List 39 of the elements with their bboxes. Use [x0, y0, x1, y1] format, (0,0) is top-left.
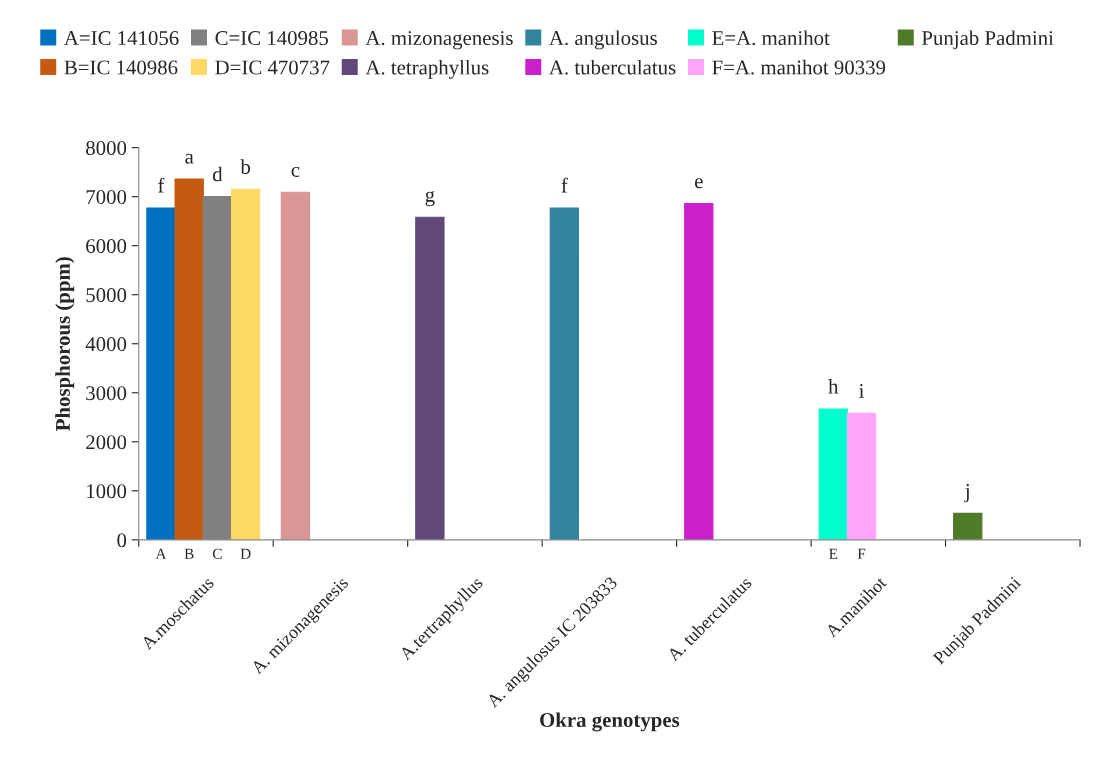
legend-label: D=IC 470737 [215, 60, 330, 75]
data-label: g [425, 190, 435, 207]
legend-label: C=IC 140985 [215, 31, 328, 46]
annotation: F [857, 548, 866, 559]
data-label: d [212, 166, 223, 182]
annotation: B [184, 548, 194, 559]
data-label: f [158, 177, 165, 193]
data-label: e [695, 178, 703, 189]
legend-label: A. mizonagenesis [365, 31, 513, 50]
y-axis-title: Phosphorous (ppm) [55, 257, 75, 431]
data-label: a [185, 153, 194, 164]
data-label: b [240, 159, 251, 174]
y-tick-label: 2000 [86, 435, 127, 450]
y-tick-label: 6000 [86, 239, 127, 254]
legend-label: A. tuberculatus [549, 59, 676, 75]
x-axis-title: Okra genotypes [540, 712, 680, 732]
data-label: h [828, 378, 839, 394]
legend-label: E=A. manihot [712, 30, 830, 46]
annotation: D [240, 548, 251, 559]
data-label: f [561, 177, 568, 193]
y-tick-label: 4000 [85, 337, 127, 352]
legend-label: A. tetraphyllus [365, 59, 489, 79]
legend-label: Punjab Padmini [921, 30, 1054, 50]
y-tick-label: 1000 [87, 484, 127, 499]
annotation: E [829, 548, 838, 559]
y-tick-label: 3000 [86, 386, 127, 401]
annotation: C [212, 548, 222, 559]
annotation: A [155, 548, 167, 559]
legend-label: A. angulosus [549, 30, 657, 50]
data-label: c [291, 166, 300, 177]
y-tick-label: 8000 [86, 141, 127, 156]
data-label: i [859, 384, 865, 398]
y-tick-label: 5000 [86, 288, 127, 303]
data-label: j [964, 484, 969, 503]
legend-label: A=IC 141056 [64, 31, 179, 46]
y-tick-label: 0 [117, 533, 127, 548]
legend-label: B=IC 140986 [64, 60, 178, 75]
legend-label: F=A. manihot 90339 [712, 59, 886, 75]
y-tick-label: 7000 [86, 190, 127, 205]
